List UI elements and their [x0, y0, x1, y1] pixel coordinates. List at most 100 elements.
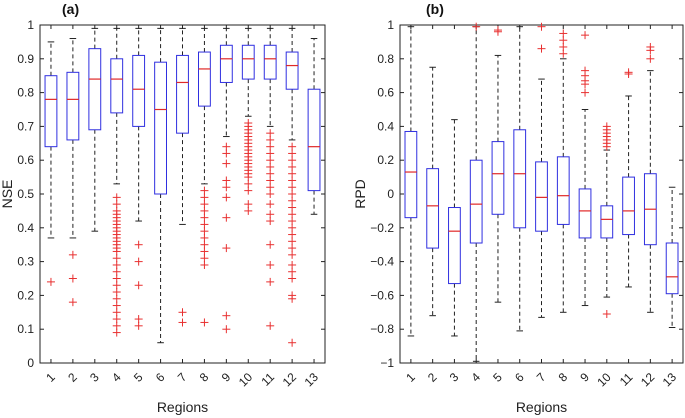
ytick-label-a: 0 [27, 356, 34, 370]
outlier-marker [266, 149, 275, 158]
iqr-box [285, 51, 299, 90]
outlier-marker [112, 328, 121, 337]
outlier-marker [112, 294, 121, 303]
outlier-marker [266, 217, 275, 226]
iqr-box [263, 44, 277, 80]
box-a-13 [307, 38, 321, 215]
outlier-marker [134, 321, 143, 330]
outlier-marker [134, 257, 143, 266]
outlier-marker [200, 318, 209, 327]
outlier-marker [112, 321, 121, 330]
ytick-label-b: −0.2 [370, 221, 394, 235]
outlier-marker [178, 308, 187, 317]
iqr-box [307, 88, 321, 192]
outlier-marker [288, 223, 297, 232]
outlier-marker [559, 29, 568, 38]
outlier-marker [288, 217, 297, 226]
box-b-13 [665, 186, 679, 329]
ytick-label-a: 0.8 [17, 86, 34, 100]
outlier-marker [288, 156, 297, 165]
outlier-marker [244, 173, 253, 182]
outlier-marker [266, 183, 275, 192]
outlier-marker [112, 260, 121, 269]
outlier-marker [559, 42, 568, 51]
ytick-label-a: 0.6 [17, 153, 34, 167]
outlier-marker [472, 22, 481, 31]
box-b-8 [556, 29, 570, 313]
outlier-marker [68, 250, 77, 259]
box-a-1 [44, 41, 58, 286]
outlier-marker [288, 237, 297, 246]
outlier-marker [244, 200, 253, 209]
outlier-marker [200, 193, 209, 202]
outlier-marker [266, 135, 275, 144]
panel-b-rpd: −1−0.8−0.6−0.4−0.200.20.40.60.811 2 3 4 5 6 7 8… [352, 1, 684, 415]
iqr-box [491, 141, 505, 215]
box-b-9 [578, 31, 592, 307]
outlier-marker [288, 210, 297, 219]
iqr-box [448, 207, 461, 285]
ytick-label-b: −0.6 [370, 288, 394, 302]
outlier-marker [222, 193, 231, 202]
outlier-marker [266, 142, 275, 151]
outlier-marker [266, 129, 275, 138]
outlier-marker [288, 149, 297, 158]
outlier-marker [222, 176, 231, 185]
panel-a-label: (a) [62, 1, 79, 17]
iqr-box [622, 176, 635, 236]
outlier-marker [288, 196, 297, 205]
outlier-marker [222, 149, 231, 158]
outlier-marker [288, 176, 297, 185]
iqr-box [426, 168, 440, 249]
outlier-marker [112, 274, 121, 283]
outlier-marker [134, 315, 143, 324]
ytick-label-b: 0 [387, 187, 394, 201]
outlier-marker [559, 36, 568, 45]
box-a-6 [154, 27, 167, 344]
outlier-marker [646, 46, 655, 55]
outlier-marker [200, 240, 209, 249]
outlier-marker [200, 186, 209, 195]
ytick-label-a: 0.5 [17, 187, 34, 201]
outlier-marker [266, 156, 275, 165]
outlier-marker [200, 233, 209, 242]
panel-b-label: (b) [426, 1, 444, 17]
outlier-marker [266, 210, 275, 219]
outlier-marker [112, 254, 121, 263]
outlier-marker [200, 247, 209, 256]
box-b-4 [469, 22, 483, 362]
outlier-marker [134, 281, 143, 290]
outlier-marker [200, 254, 209, 263]
outlier-marker [288, 169, 297, 178]
box-b-1 [404, 26, 418, 337]
iqr-box [154, 61, 167, 195]
iqr-box [600, 205, 614, 239]
iqr-box [110, 58, 124, 114]
outlier-marker [288, 260, 297, 269]
outlier-marker [266, 200, 275, 209]
outlier-marker [222, 311, 231, 320]
box-a-5 [132, 27, 146, 330]
outlier-marker [200, 220, 209, 229]
outlier-marker [266, 240, 275, 249]
outlier-marker [288, 142, 297, 151]
outlier-marker [112, 308, 121, 317]
iqr-box [176, 54, 189, 134]
outlier-marker [266, 260, 275, 269]
outlier-marker [112, 301, 121, 310]
outlier-marker [646, 54, 655, 63]
ytick-label-a: 1 [27, 18, 34, 32]
iqr-box [513, 129, 527, 229]
outlier-marker [222, 325, 231, 334]
outlier-marker [68, 274, 77, 283]
iqr-box [88, 48, 102, 131]
iqr-box [132, 54, 146, 127]
outlier-marker [200, 213, 209, 222]
outlier-marker [112, 247, 121, 256]
ytick-label-a: 0.1 [17, 322, 34, 336]
outlier-marker [581, 80, 590, 89]
ytick-label-b: −1 [380, 356, 394, 370]
outlier-marker [222, 159, 231, 168]
panel-b-xlabel: Regions [516, 399, 567, 415]
outlier-marker [200, 206, 209, 215]
